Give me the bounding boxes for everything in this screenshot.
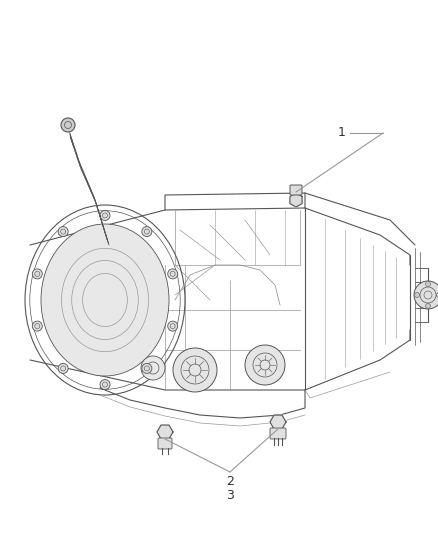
- Circle shape: [168, 269, 178, 279]
- Circle shape: [245, 345, 285, 385]
- Polygon shape: [157, 425, 173, 439]
- Circle shape: [32, 269, 42, 279]
- Circle shape: [425, 281, 431, 287]
- Circle shape: [142, 364, 152, 374]
- Circle shape: [414, 293, 420, 297]
- Circle shape: [58, 227, 68, 237]
- Circle shape: [141, 356, 165, 380]
- Circle shape: [168, 321, 178, 331]
- FancyBboxPatch shape: [290, 185, 302, 195]
- Circle shape: [61, 118, 75, 132]
- Circle shape: [437, 293, 438, 297]
- Circle shape: [142, 227, 152, 237]
- FancyBboxPatch shape: [158, 438, 172, 449]
- FancyBboxPatch shape: [270, 428, 286, 439]
- Circle shape: [58, 364, 68, 374]
- Circle shape: [425, 303, 431, 309]
- Circle shape: [32, 321, 42, 331]
- Circle shape: [100, 379, 110, 390]
- Circle shape: [100, 211, 110, 221]
- Ellipse shape: [41, 224, 169, 376]
- Polygon shape: [290, 193, 302, 207]
- Circle shape: [414, 281, 438, 309]
- Circle shape: [173, 348, 217, 392]
- Text: 2: 2: [226, 475, 234, 488]
- Text: 3: 3: [226, 489, 234, 502]
- Text: 1: 1: [338, 126, 346, 140]
- Polygon shape: [270, 415, 286, 429]
